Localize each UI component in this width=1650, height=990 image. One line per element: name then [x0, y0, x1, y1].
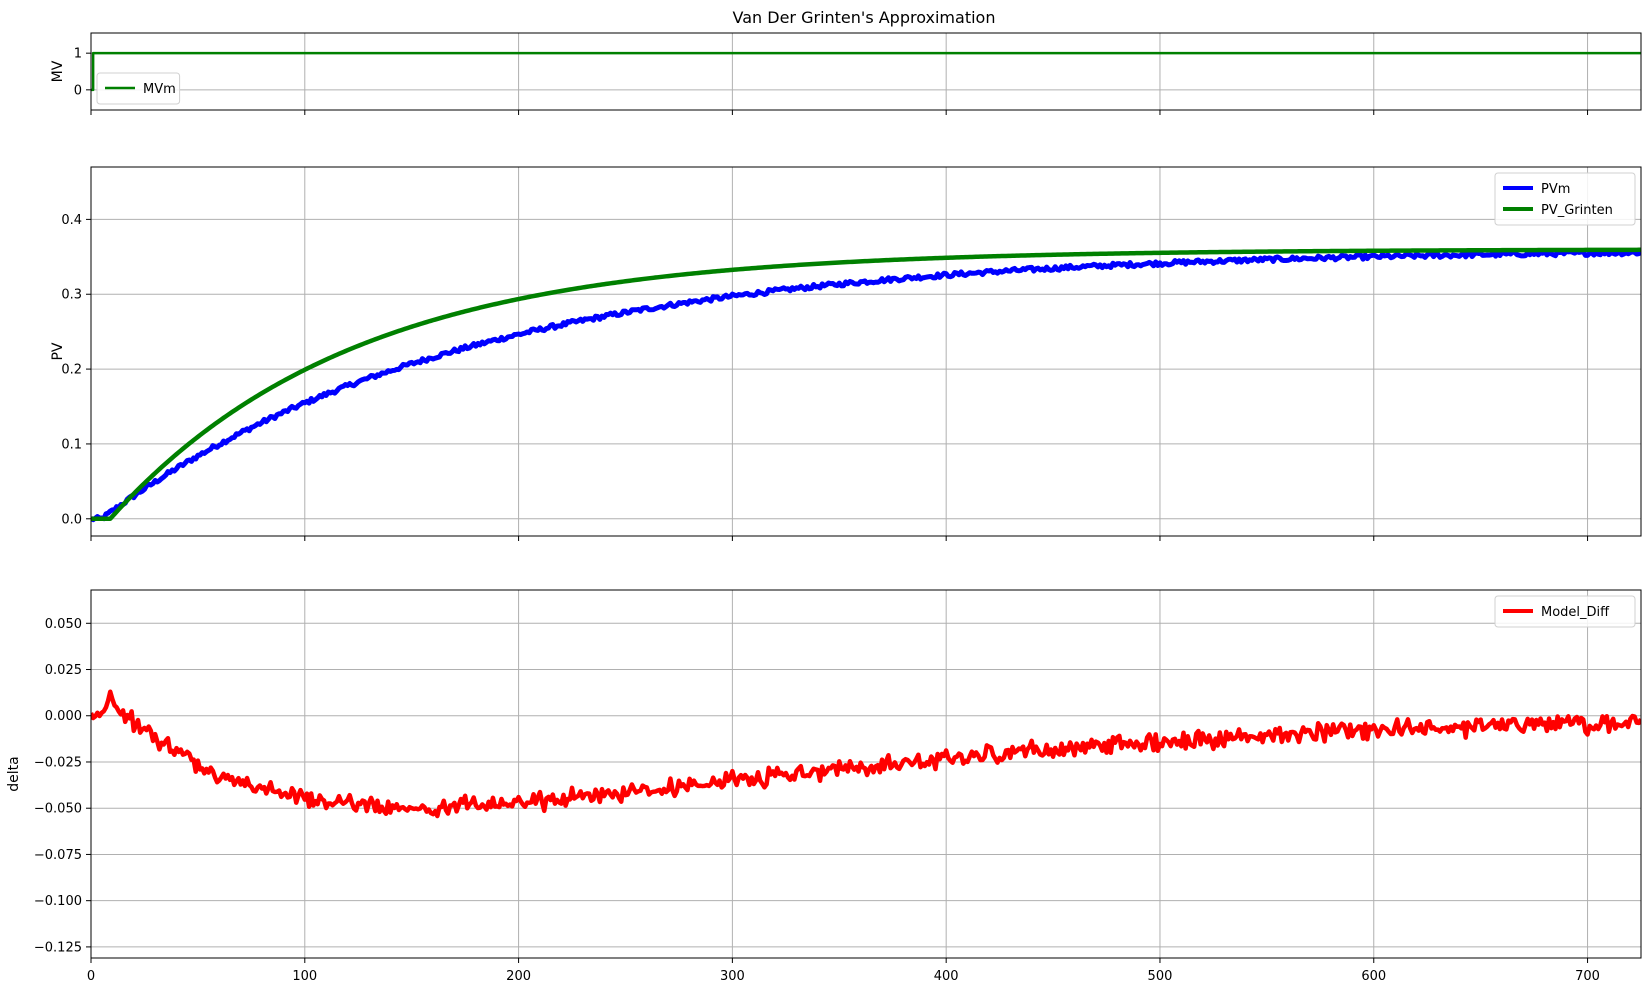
y-tick-label: −0.050 — [34, 802, 82, 817]
plot-frame — [90, 32, 1642, 111]
legend: MVm — [96, 72, 181, 105]
panel-1: 0 1 MV MVm — [50, 32, 1642, 115]
y-tick-label: 0 — [74, 83, 82, 98]
legend: Model_Diff — [1494, 595, 1636, 628]
plot-frame — [90, 166, 1642, 537]
y-tick-label: 0.4 — [61, 213, 82, 228]
legend-box — [96, 72, 181, 105]
chart-title: Van Der Grinten's Approximation — [733, 8, 996, 27]
series-line-PVm — [91, 248, 1641, 523]
x-tick-label: 700 — [1575, 969, 1600, 984]
legend-label: PVm — [1541, 182, 1570, 197]
y-tick-label: −0.025 — [34, 755, 82, 770]
legend-label: MVm — [143, 82, 176, 97]
y-axis-label: delta — [6, 756, 22, 791]
legend-label: Model_Diff — [1541, 605, 1610, 620]
y-tick-label: 0.000 — [45, 709, 82, 724]
y-axis-label: MV — [50, 60, 66, 82]
x-tick-label: 600 — [1361, 969, 1386, 984]
x-tick-label: 400 — [934, 969, 959, 984]
y-tick-label: −0.125 — [34, 940, 82, 955]
x-tick-label: 0 — [87, 969, 95, 984]
x-tick-label: 200 — [506, 969, 531, 984]
x-tick-label: 300 — [720, 969, 745, 984]
y-tick-label: 0.3 — [61, 288, 82, 303]
legend-box — [1494, 595, 1636, 628]
y-tick-label: 0.025 — [45, 663, 82, 678]
series-line-PV_Grinten — [91, 247, 1641, 522]
series-line-MVm — [91, 51, 1641, 92]
x-tick-label: 100 — [292, 969, 317, 984]
panel-3: 0 100 200 300 400 500 600 700 −0.125 −0.100 −0.075… — [6, 589, 1642, 984]
x-tick-label: 500 — [1148, 969, 1173, 984]
y-axis-label: PV — [50, 342, 66, 360]
legend-label: PV_Grinten — [1541, 203, 1613, 218]
y-tick-label: −0.075 — [34, 848, 82, 863]
y-tick-label: −0.100 — [34, 894, 82, 909]
y-tick-label: 0.2 — [61, 363, 82, 378]
series-line-Model_Diff — [91, 689, 1641, 819]
y-tick-label: 0.0 — [61, 512, 82, 527]
y-tick-label: 0.050 — [45, 617, 82, 632]
plot-frame — [90, 589, 1642, 959]
panel-2: 0.0 0.1 0.2 0.3 0.4 PV PVm PV_Grinten — [50, 166, 1642, 541]
y-tick-label: 1 — [74, 47, 82, 62]
y-tick-label: 0.1 — [61, 437, 82, 452]
legend: PVm PV_Grinten — [1494, 172, 1636, 226]
